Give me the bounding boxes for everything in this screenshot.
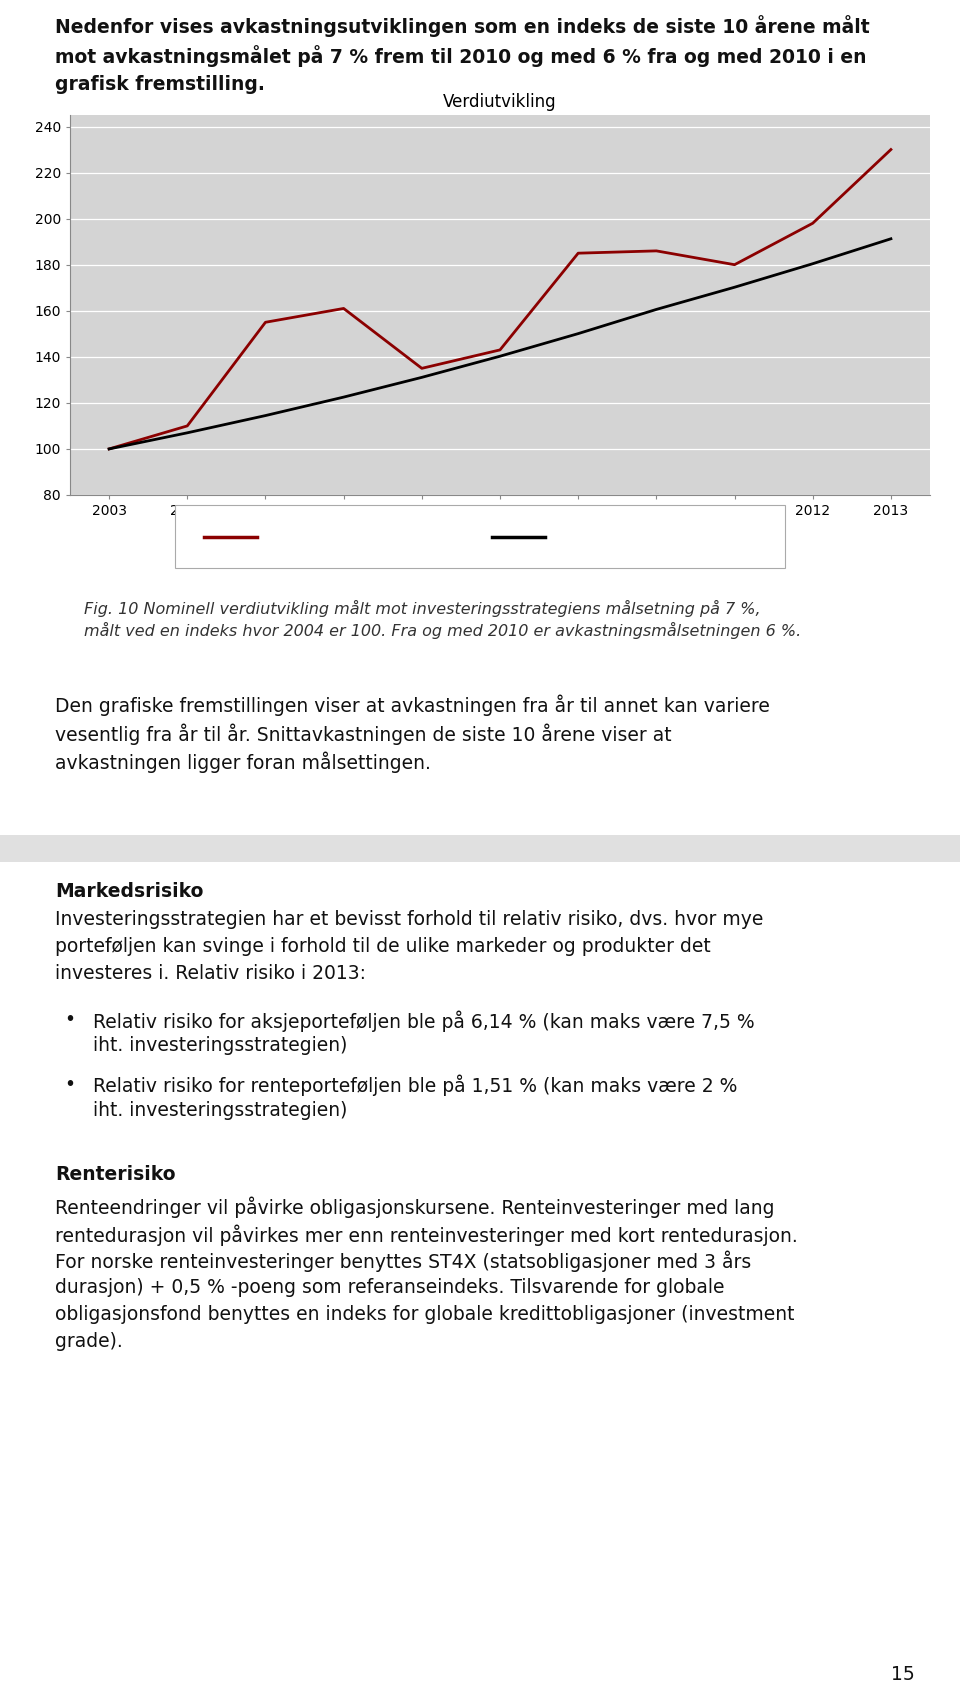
Text: Relativ risiko for renteporteføljen ble på 1,51 % (kan maks være 2 %: Relativ risiko for renteporteføljen ble … bbox=[93, 1076, 738, 1096]
Text: •: • bbox=[64, 1009, 76, 1030]
Text: Renteendringer vil påvirke obligasjonskursene. Renteinvesteringer med lang: Renteendringer vil påvirke obligasjonsku… bbox=[55, 1197, 775, 1219]
Text: iht. investeringsstrategien): iht. investeringsstrategien) bbox=[93, 1037, 348, 1055]
Text: Risikoeksponering.: Risikoeksponering. bbox=[93, 839, 296, 858]
Text: •: • bbox=[64, 1076, 76, 1094]
Text: Renterisiko: Renterisiko bbox=[55, 1164, 176, 1185]
Title: Verdiutvikling: Verdiutvikling bbox=[444, 92, 557, 111]
Text: grade).: grade). bbox=[55, 1333, 123, 1351]
Text: mot avkastningsmålet på 7 % frem til 2010 og med 6 % fra og med 2010 i en: mot avkastningsmålet på 7 % frem til 201… bbox=[55, 44, 867, 66]
Text: 9.: 9. bbox=[55, 839, 75, 858]
Text: For norske renteinvesteringer benyttes ST4X (statsobligasjoner med 3 års: For norske renteinvesteringer benyttes S… bbox=[55, 1251, 752, 1273]
Text: obligasjonsfond benyttes en indeks for globale kredittobligasjoner (investment: obligasjonsfond benyttes en indeks for g… bbox=[55, 1305, 795, 1324]
Text: målt ved en indeks hvor 2004 er 100. Fra og med 2010 er avkastningsmålsetningen : målt ved en indeks hvor 2004 er 100. Fra… bbox=[84, 621, 801, 638]
Text: porteføljen kan svinge i forhold til de ulike markeder og produkter det: porteføljen kan svinge i forhold til de … bbox=[55, 938, 710, 957]
Text: avkastningen ligger foran målsettingen.: avkastningen ligger foran målsettingen. bbox=[55, 751, 431, 773]
Text: Markedsrisiko: Markedsrisiko bbox=[55, 882, 204, 900]
Text: Målsetning 6 %: Målsetning 6 % bbox=[552, 528, 664, 545]
Text: Investeringsstrategien har et bevisst forhold til relativ risiko, dvs. hvor mye: Investeringsstrategien har et bevisst fo… bbox=[55, 911, 763, 929]
Text: durasjon) + 0,5 % -poeng som referanseindeks. Tilsvarende for globale: durasjon) + 0,5 % -poeng som referansein… bbox=[55, 1278, 725, 1297]
Text: 15: 15 bbox=[891, 1665, 915, 1683]
Text: vesentlig fra år til år. Snittavkastningen de siste 10 årene viser at: vesentlig fra år til år. Snittavkastning… bbox=[55, 723, 672, 744]
Text: rentedurasjon vil påvirkes mer enn renteinvesteringer med kort rentedurasjon.: rentedurasjon vil påvirkes mer enn rente… bbox=[55, 1224, 798, 1246]
Text: iht. investeringsstrategien): iht. investeringsstrategien) bbox=[93, 1101, 348, 1120]
Text: Fig. 10 Nominell verdiutvikling målt mot investeringsstrategiens målsetning på 7: Fig. 10 Nominell verdiutvikling målt mot… bbox=[84, 601, 760, 618]
Text: Nom.verdiutvikling: Nom.verdiutvikling bbox=[263, 529, 402, 545]
Text: grafisk fremstilling.: grafisk fremstilling. bbox=[55, 75, 265, 94]
Text: Relativ risiko for aksjeporteføljen ble på 6,14 % (kan maks være 7,5 %: Relativ risiko for aksjeporteføljen ble … bbox=[93, 1009, 755, 1031]
Text: Nedenfor vises avkastningsutviklingen som en indeks de siste 10 årene målt: Nedenfor vises avkastningsutviklingen so… bbox=[55, 15, 870, 37]
Text: investeres i. Relativ risiko i 2013:: investeres i. Relativ risiko i 2013: bbox=[55, 963, 366, 984]
Text: Den grafiske fremstillingen viser at avkastningen fra år til annet kan variere: Den grafiske fremstillingen viser at avk… bbox=[55, 694, 770, 717]
